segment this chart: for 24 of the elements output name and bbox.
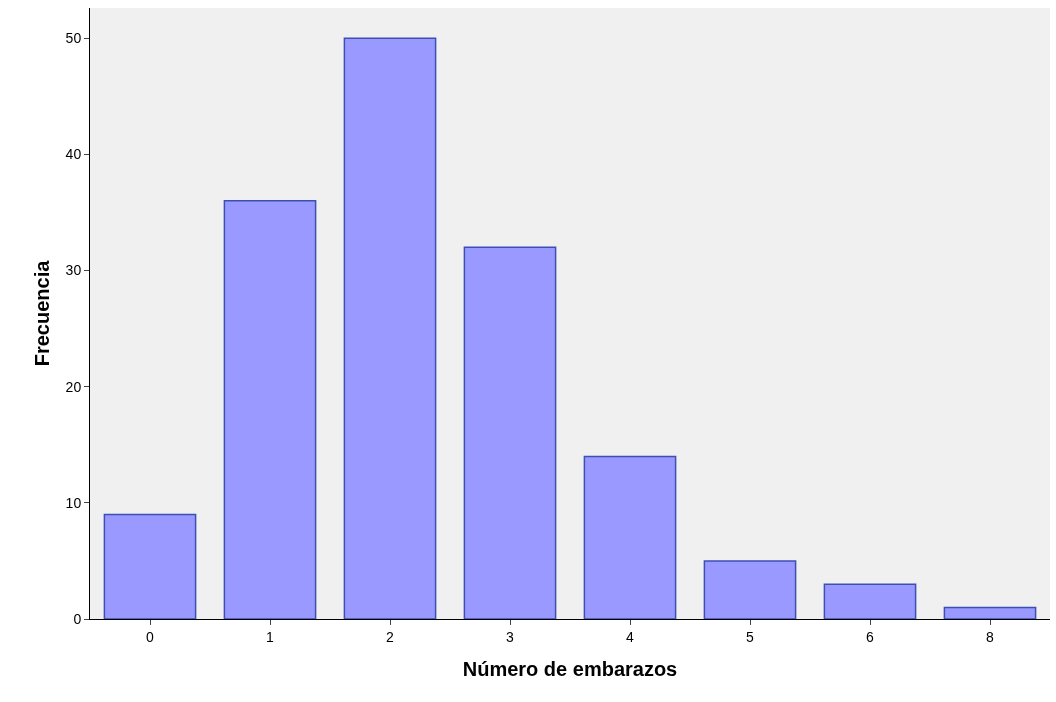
x-tick-label: 1 bbox=[266, 628, 275, 645]
x-tick-label: 5 bbox=[746, 628, 755, 645]
x-tick-label: 4 bbox=[626, 628, 635, 645]
x-tick-label: 6 bbox=[866, 628, 875, 645]
bar bbox=[343, 37, 437, 619]
y-tick-label: 10 bbox=[65, 494, 82, 511]
y-tick-label: 50 bbox=[65, 30, 82, 47]
y-tick-label: 40 bbox=[65, 146, 82, 163]
x-tick-label: 3 bbox=[506, 628, 515, 645]
y-tick-label: 20 bbox=[65, 378, 82, 395]
y-tick-label: 0 bbox=[73, 610, 82, 627]
y-tick-label: 30 bbox=[65, 262, 82, 279]
bar bbox=[823, 583, 917, 619]
bar bbox=[223, 200, 317, 619]
x-axis-title: Número de embarazos bbox=[462, 658, 678, 681]
bar bbox=[703, 560, 797, 619]
x-tick-label: 2 bbox=[386, 628, 395, 645]
bar bbox=[943, 606, 1037, 619]
bar bbox=[583, 455, 677, 619]
bar bbox=[463, 246, 557, 619]
x-tick-label: 0 bbox=[146, 628, 155, 645]
x-tick-label: 8 bbox=[986, 628, 995, 645]
bar bbox=[103, 513, 197, 619]
y-axis-title: Frecuencia bbox=[31, 259, 54, 367]
